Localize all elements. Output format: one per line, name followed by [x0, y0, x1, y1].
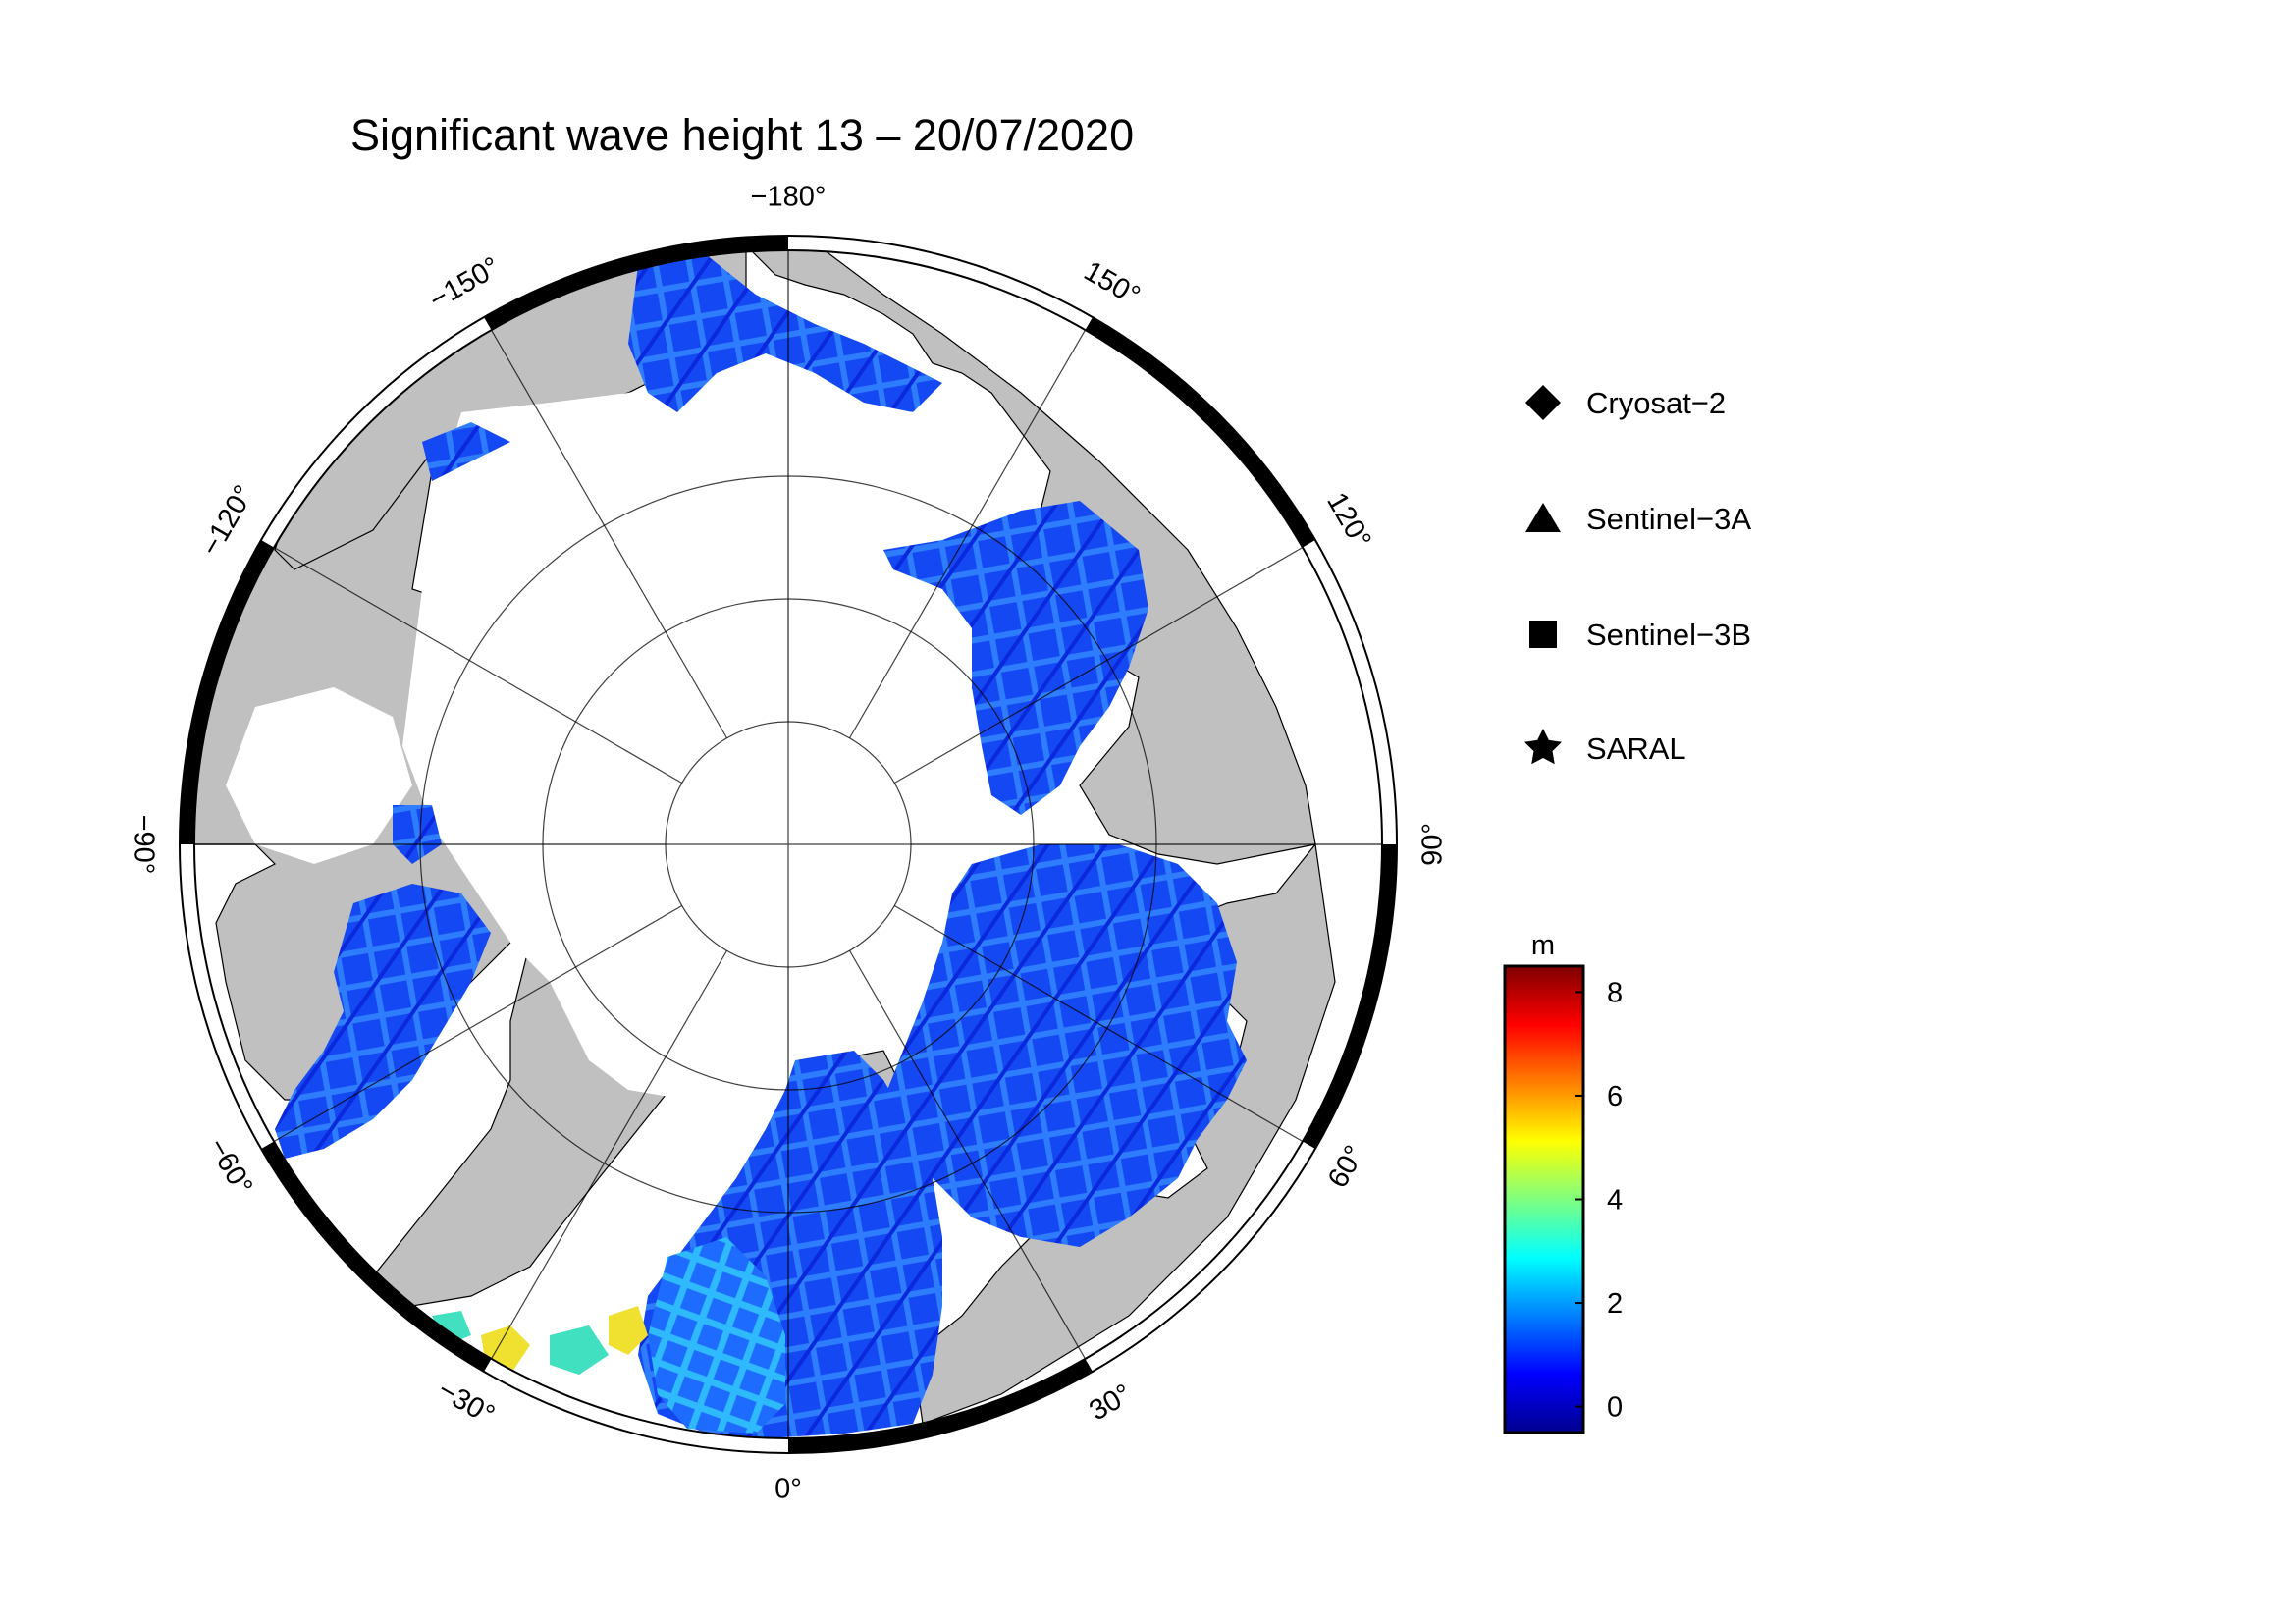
diamond-icon	[1525, 385, 1561, 420]
longitude-label: −180°	[751, 182, 827, 213]
swh-data-mid	[432, 1311, 609, 1375]
colorbar-tick-label: 8	[1607, 977, 1623, 1008]
legend-item-saral: SARAL	[1524, 729, 1686, 766]
square-icon	[1529, 621, 1557, 648]
colorbar-ticks: 0 2 4 6 8	[1575, 977, 1623, 1424]
longitude-label: −30°	[432, 1375, 500, 1432]
star-icon	[1524, 729, 1562, 765]
longitude-label: 0°	[774, 1474, 802, 1505]
longitude-label: 150°	[1079, 255, 1146, 312]
frame-bar	[261, 1141, 492, 1372]
meridian-line	[490, 949, 728, 1360]
meridians	[194, 250, 1382, 1438]
meridian-line	[490, 329, 728, 739]
longitude-label: 120°	[1320, 487, 1377, 554]
colorbar-tick-label: 0	[1607, 1392, 1623, 1424]
legend-item-sentinel-3b: Sentinel−3B	[1529, 618, 1751, 652]
colorbar-unit: m	[1531, 930, 1555, 961]
map-title: Significant wave height 13 – 20/07/2020	[350, 110, 1135, 160]
swh-data	[275, 255, 1247, 1438]
meridian-line	[848, 329, 1087, 739]
frame-bar	[1085, 317, 1315, 548]
frame-bar	[1302, 843, 1397, 1149]
longitude-label: −120°	[195, 480, 260, 562]
colorbar: m 0 2 4 6 8	[1503, 930, 1623, 1434]
ice-pack	[226, 373, 982, 1100]
map-frame	[179, 235, 1398, 1454]
meridian-line	[273, 904, 683, 1143]
meridian-line	[893, 904, 1304, 1143]
legend-label: Sentinel−3B	[1586, 618, 1751, 652]
legend-item-cryosat-2: Cryosat−2	[1525, 385, 1726, 420]
colorbar-tick-label: 4	[1607, 1185, 1623, 1217]
longitude-label: −150°	[424, 251, 506, 316]
map-content	[194, 250, 1382, 1438]
frame-bar	[787, 1358, 1093, 1453]
legend-item-sentinel-3a: Sentinel−3A	[1525, 502, 1751, 536]
colorbar-tick-label: 2	[1607, 1288, 1623, 1320]
legend: Cryosat−2 Sentinel−3A Sentinel−3B SARAL	[1524, 385, 1751, 766]
colorbar-tick-label: 6	[1607, 1081, 1623, 1112]
frame-bar	[180, 540, 275, 845]
longitude-label: 60°	[1322, 1140, 1371, 1193]
frame-alternating-bars	[180, 236, 1397, 1453]
longitude-label: −90°	[128, 815, 159, 875]
swh-data-high	[648, 1237, 785, 1434]
triangle-icon	[1525, 503, 1561, 532]
meridian-line	[893, 546, 1304, 784]
colorbar-bar	[1503, 964, 1585, 1434]
longitude-label: −60°	[201, 1133, 258, 1201]
legend-label: Cryosat−2	[1586, 386, 1726, 420]
legend-label: Sentinel−3A	[1586, 502, 1751, 536]
meridian-line	[848, 949, 1087, 1360]
longitude-label: 90°	[1417, 823, 1449, 866]
frame-bar	[484, 236, 789, 331]
meridian-line	[273, 546, 683, 784]
legend-label: SARAL	[1586, 731, 1686, 766]
longitude-label: 30°	[1084, 1379, 1137, 1428]
